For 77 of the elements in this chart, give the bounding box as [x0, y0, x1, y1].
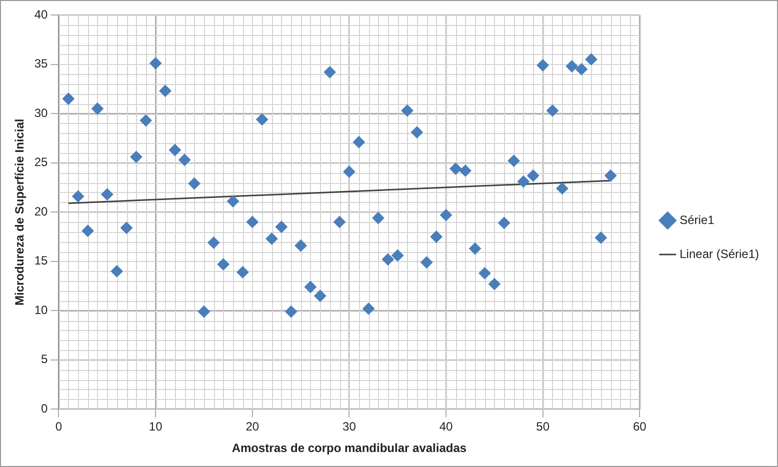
point: [372, 212, 384, 224]
y-tick-label: 10: [34, 302, 48, 317]
point: [168, 144, 181, 156]
point: [188, 178, 200, 190]
point: [478, 267, 491, 280]
legend-label: Série1: [680, 212, 715, 227]
point: [285, 306, 298, 318]
point: [488, 278, 500, 290]
point: [217, 258, 230, 270]
point: [266, 232, 278, 245]
point: [140, 114, 152, 126]
point: [120, 222, 133, 234]
point: [450, 162, 462, 175]
y-tick-label: 5: [41, 352, 48, 366]
point: [410, 126, 423, 138]
point: [546, 104, 558, 117]
y-tick-label: 0: [41, 402, 48, 416]
point: [401, 104, 414, 117]
legend-label: Linear (Série1): [680, 246, 760, 261]
point: [275, 220, 288, 233]
point: [536, 59, 549, 72]
point: [246, 216, 258, 228]
point: [508, 154, 520, 167]
x-tick-label: 10: [148, 420, 163, 434]
x-tick-label: 20: [246, 420, 260, 434]
point: [604, 170, 617, 182]
y-tick-label: 20: [34, 204, 48, 218]
point: [256, 113, 268, 126]
point: [585, 53, 598, 66]
point: [178, 154, 191, 166]
point: [198, 306, 210, 318]
point: [91, 102, 104, 115]
point: [343, 166, 356, 178]
y-axis-title: Microdureza de Superfície Inicial: [12, 118, 27, 306]
point: [159, 84, 172, 97]
point: [62, 92, 74, 105]
point: [208, 236, 220, 249]
point: [459, 164, 472, 177]
x-tick-label: 30: [342, 420, 356, 434]
point: [150, 57, 162, 70]
point: [324, 66, 336, 78]
point: [594, 232, 607, 244]
y-tick-label: 25: [34, 155, 48, 170]
point: [576, 63, 588, 76]
point: [334, 216, 346, 228]
point: [110, 265, 123, 278]
point: [227, 195, 240, 208]
x-tick-label: 50: [536, 420, 550, 434]
point: [469, 242, 482, 255]
point: [517, 176, 530, 188]
x-axis-title: Amostras de corpo mandibular avaliadas: [232, 441, 467, 456]
y-tick-label: 30: [34, 106, 48, 120]
y-tick-label: 35: [34, 56, 48, 71]
point: [420, 256, 433, 268]
y-tick-label: 40: [34, 7, 48, 22]
point: [362, 302, 375, 315]
x-tick-label: 60: [632, 420, 647, 434]
point: [82, 224, 94, 237]
point: [314, 290, 326, 302]
point: [352, 136, 365, 148]
point: [430, 230, 442, 243]
point: [236, 266, 249, 278]
point: [566, 60, 578, 72]
point: [304, 281, 316, 293]
point: [130, 150, 142, 163]
point: [556, 182, 568, 194]
point: [392, 249, 404, 262]
y-tick-label: 15: [34, 254, 48, 268]
point: [382, 253, 394, 266]
point: [101, 188, 114, 200]
point: [498, 216, 510, 229]
point: [440, 209, 452, 222]
x-tick-label: 40: [439, 420, 453, 434]
point: [294, 240, 307, 252]
point: [72, 190, 84, 202]
point: [527, 170, 540, 182]
x-tick-label: 0: [55, 420, 62, 434]
